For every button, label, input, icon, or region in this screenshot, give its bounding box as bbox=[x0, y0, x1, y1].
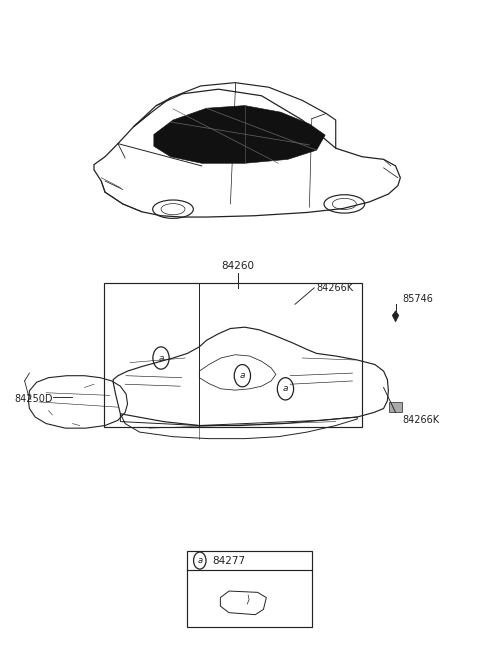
Text: a: a bbox=[197, 556, 203, 565]
Text: 84277: 84277 bbox=[212, 556, 245, 566]
Polygon shape bbox=[154, 106, 325, 164]
Text: a: a bbox=[240, 371, 245, 380]
Text: 84266K: 84266K bbox=[317, 283, 354, 293]
Bar bbox=[187, 551, 312, 627]
Text: 84260: 84260 bbox=[221, 261, 254, 271]
Text: 84266K: 84266K bbox=[403, 415, 440, 425]
Text: 85746: 85746 bbox=[403, 294, 433, 304]
Text: a: a bbox=[158, 353, 164, 363]
Text: 84250D: 84250D bbox=[14, 394, 52, 403]
Bar bbox=[104, 283, 362, 427]
Bar bbox=[389, 402, 402, 413]
Polygon shape bbox=[392, 311, 399, 322]
Text: a: a bbox=[283, 384, 288, 394]
